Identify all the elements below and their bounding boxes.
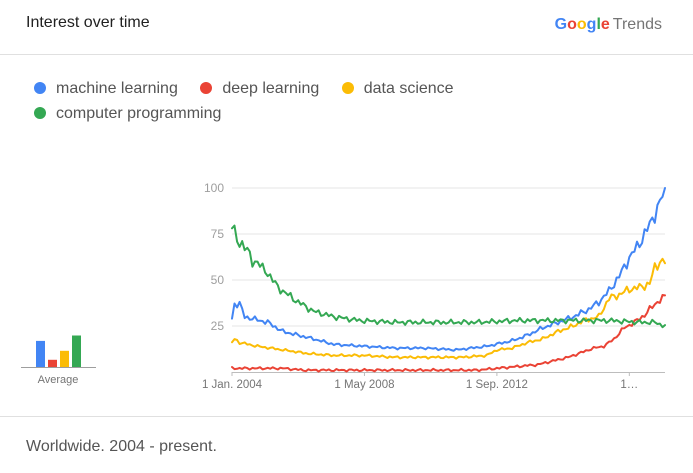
legend-label: deep learning <box>222 80 320 97</box>
legend-dot <box>341 82 354 94</box>
x-tick-label: 1 Jan. 2004 <box>202 379 263 391</box>
interest-over-time-chart[interactable]: 25 50 75 100 1 Jan. 2004 1 May 2008 1 Sep. 201… <box>190 175 680 395</box>
footer: Worldwide. 2004 - present. <box>0 416 693 473</box>
series-line-computer-programming[interactable] <box>231 224 666 329</box>
y-tick-label: 75 <box>211 227 225 241</box>
series-line-deep-learning[interactable] <box>231 294 666 373</box>
legend-item-machine-learning[interactable]: machine learning <box>34 76 178 101</box>
google-trends-logo[interactable]: Google Trends <box>555 16 662 34</box>
y-tick-label: 25 <box>211 319 225 333</box>
y-tick-label: 100 <box>204 181 224 195</box>
x-tick-label: 1 Sep. 2012 <box>466 379 528 391</box>
average-bar-computer-programming <box>72 335 81 367</box>
legend: machine learning deep learning data scie… <box>34 76 554 126</box>
series-line-machine-learning[interactable] <box>231 187 666 352</box>
legend-item-data-science[interactable]: data science <box>341 76 454 101</box>
average-label: Average <box>37 374 79 386</box>
google-letter: o <box>576 16 587 33</box>
legend-label: computer programming <box>56 105 222 122</box>
average-bar-deep-learning <box>48 359 57 367</box>
legend-item-computer-programming[interactable]: computer programming <box>34 101 221 126</box>
trends-wordmark: Trends <box>612 16 662 33</box>
google-letter: l <box>596 16 601 33</box>
google-wordmark: Google <box>555 16 610 33</box>
footer-text: Worldwide. 2004 - present. <box>26 438 217 455</box>
y-tick-label: 50 <box>211 273 225 287</box>
series-line-data-science[interactable] <box>231 257 666 360</box>
average-bar-machine-learning <box>36 340 45 367</box>
chart-title: Interest over time <box>26 14 150 31</box>
x-tick-label: 1… <box>620 379 638 391</box>
header: Interest over time Google Trends <box>0 0 693 55</box>
google-letter: o <box>567 16 577 33</box>
legend-item-deep-learning[interactable]: deep learning <box>200 76 319 101</box>
legend-label: data science <box>363 80 454 97</box>
x-tick-label: 1 May 2008 <box>334 379 394 391</box>
average-bar-data-science <box>60 350 69 367</box>
legend-dot <box>200 82 213 94</box>
google-letter: g <box>586 16 597 33</box>
legend-dot <box>34 107 46 119</box>
legend-dot <box>34 82 46 94</box>
average-bar-chart <box>21 335 96 368</box>
google-letter: e <box>600 16 610 33</box>
legend-label: machine learning <box>56 80 178 97</box>
google-letter: G <box>554 16 568 33</box>
